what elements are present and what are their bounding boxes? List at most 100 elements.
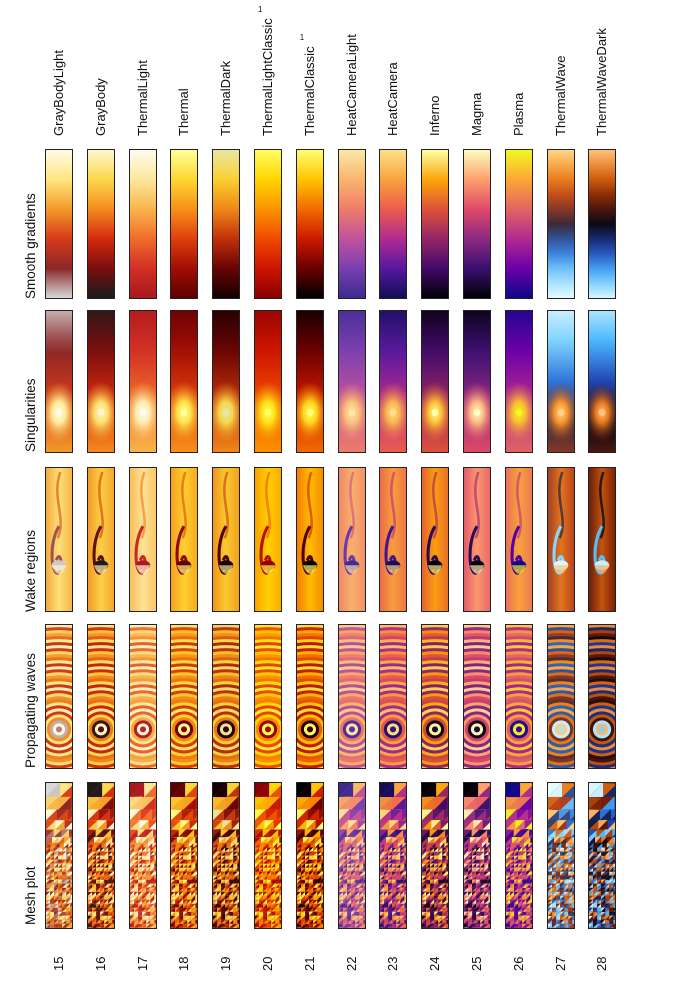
smooth-plot bbox=[547, 150, 574, 298]
wake-plot bbox=[338, 468, 365, 611]
waves-plot bbox=[213, 625, 240, 768]
row-label-singular: Singularities bbox=[23, 378, 38, 452]
smooth-plot bbox=[171, 150, 198, 298]
swatch-wake bbox=[463, 467, 491, 612]
mesh-plot bbox=[296, 783, 323, 928]
swatch-smooth bbox=[170, 149, 199, 299]
swatch-wake bbox=[295, 467, 324, 612]
colormap-name: Inferno bbox=[427, 95, 443, 136]
singular-plot bbox=[464, 311, 490, 452]
singular-plot bbox=[589, 311, 616, 452]
singular-plot bbox=[255, 311, 281, 452]
swatch-singular bbox=[421, 310, 450, 453]
singular-plot bbox=[505, 311, 532, 452]
mesh-plot bbox=[338, 783, 365, 928]
swatch-singular bbox=[337, 310, 366, 453]
mesh-plot bbox=[505, 783, 532, 928]
waves-plot bbox=[296, 625, 323, 768]
swatch-wake bbox=[337, 467, 366, 612]
swatch-singular bbox=[546, 310, 575, 453]
swatch-mesh bbox=[463, 782, 491, 929]
swatch-waves bbox=[504, 624, 533, 769]
swatch-singular bbox=[588, 310, 617, 453]
swatch-smooth bbox=[546, 149, 575, 299]
colormap-number: 22 bbox=[343, 956, 359, 971]
mesh-plot bbox=[589, 783, 616, 928]
swatch-singular bbox=[254, 310, 282, 453]
swatch-mesh bbox=[546, 782, 575, 929]
mesh-plot bbox=[380, 783, 407, 928]
swatch-mesh bbox=[254, 782, 282, 929]
swatch-wake bbox=[421, 467, 450, 612]
colormap-number: 23 bbox=[385, 956, 401, 971]
colormap-number: 24 bbox=[427, 956, 443, 971]
swatch-singular bbox=[379, 310, 408, 453]
smooth-plot bbox=[296, 150, 323, 298]
colormap-name: GrayBody bbox=[92, 78, 108, 136]
singular-plot bbox=[129, 311, 156, 452]
swatch-wake bbox=[588, 467, 617, 612]
smooth-plot bbox=[213, 150, 240, 298]
singular-plot bbox=[422, 311, 449, 452]
colormap-name: ThermalWave bbox=[552, 55, 568, 136]
wake-plot bbox=[589, 468, 616, 611]
row-label-smooth: Smooth gradients bbox=[23, 193, 38, 299]
waves-plot bbox=[87, 625, 114, 768]
colormap-number: 25 bbox=[469, 956, 484, 971]
swatch-waves bbox=[337, 624, 366, 769]
mesh-plot bbox=[213, 783, 240, 928]
swatch-smooth bbox=[254, 149, 282, 299]
waves-plot bbox=[547, 625, 574, 768]
wake-plot bbox=[422, 468, 449, 611]
mesh-plot bbox=[255, 783, 281, 928]
swatch-mesh bbox=[588, 782, 617, 929]
swatch-wake bbox=[546, 467, 575, 612]
row-label-waves: Propagating waves bbox=[23, 653, 38, 768]
mesh-plot bbox=[171, 783, 198, 928]
smooth-plot bbox=[255, 150, 281, 298]
colormap-name: ThermalWaveDark bbox=[594, 28, 610, 136]
mesh-plot bbox=[547, 783, 574, 928]
swatch-wake bbox=[170, 467, 199, 612]
swatch-singular bbox=[170, 310, 199, 453]
swatch-smooth bbox=[421, 149, 450, 299]
swatch-mesh bbox=[421, 782, 450, 929]
wake-plot bbox=[547, 468, 574, 611]
swatch-smooth bbox=[379, 149, 408, 299]
colormap-name: Magma bbox=[469, 92, 484, 136]
swatch-wake bbox=[379, 467, 408, 612]
swatch-mesh bbox=[128, 782, 157, 929]
swatch-mesh bbox=[295, 782, 324, 929]
row-label-mesh: Mesh plot bbox=[23, 866, 38, 925]
swatch-smooth bbox=[212, 149, 241, 299]
colormap-number: 16 bbox=[92, 956, 108, 971]
smooth-plot bbox=[505, 150, 532, 298]
swatch-smooth bbox=[337, 149, 366, 299]
singular-plot bbox=[338, 311, 365, 452]
swatch-wake bbox=[45, 467, 73, 612]
smooth-plot bbox=[338, 150, 365, 298]
swatch-waves bbox=[170, 624, 199, 769]
waves-plot bbox=[46, 625, 72, 768]
swatch-wake bbox=[86, 467, 115, 612]
smooth-plot bbox=[464, 150, 490, 298]
swatch-smooth bbox=[588, 149, 617, 299]
smooth-plot bbox=[46, 150, 72, 298]
waves-plot bbox=[129, 625, 156, 768]
colormap-number: 28 bbox=[594, 956, 610, 971]
swatch-wake bbox=[128, 467, 157, 612]
swatch-singular bbox=[504, 310, 533, 453]
swatch-mesh bbox=[212, 782, 241, 929]
swatch-waves bbox=[546, 624, 575, 769]
colormap-name: ThermalClassic bbox=[301, 46, 317, 136]
swatch-singular bbox=[463, 310, 491, 453]
swatch-smooth bbox=[295, 149, 324, 299]
wake-plot bbox=[380, 468, 407, 611]
colormap-name: HeatCamera bbox=[385, 62, 401, 136]
smooth-plot bbox=[380, 150, 407, 298]
wake-plot bbox=[171, 468, 198, 611]
swatch-wake bbox=[212, 467, 241, 612]
swatch-waves bbox=[254, 624, 282, 769]
wake-plot bbox=[464, 468, 490, 611]
swatch-mesh bbox=[45, 782, 73, 929]
